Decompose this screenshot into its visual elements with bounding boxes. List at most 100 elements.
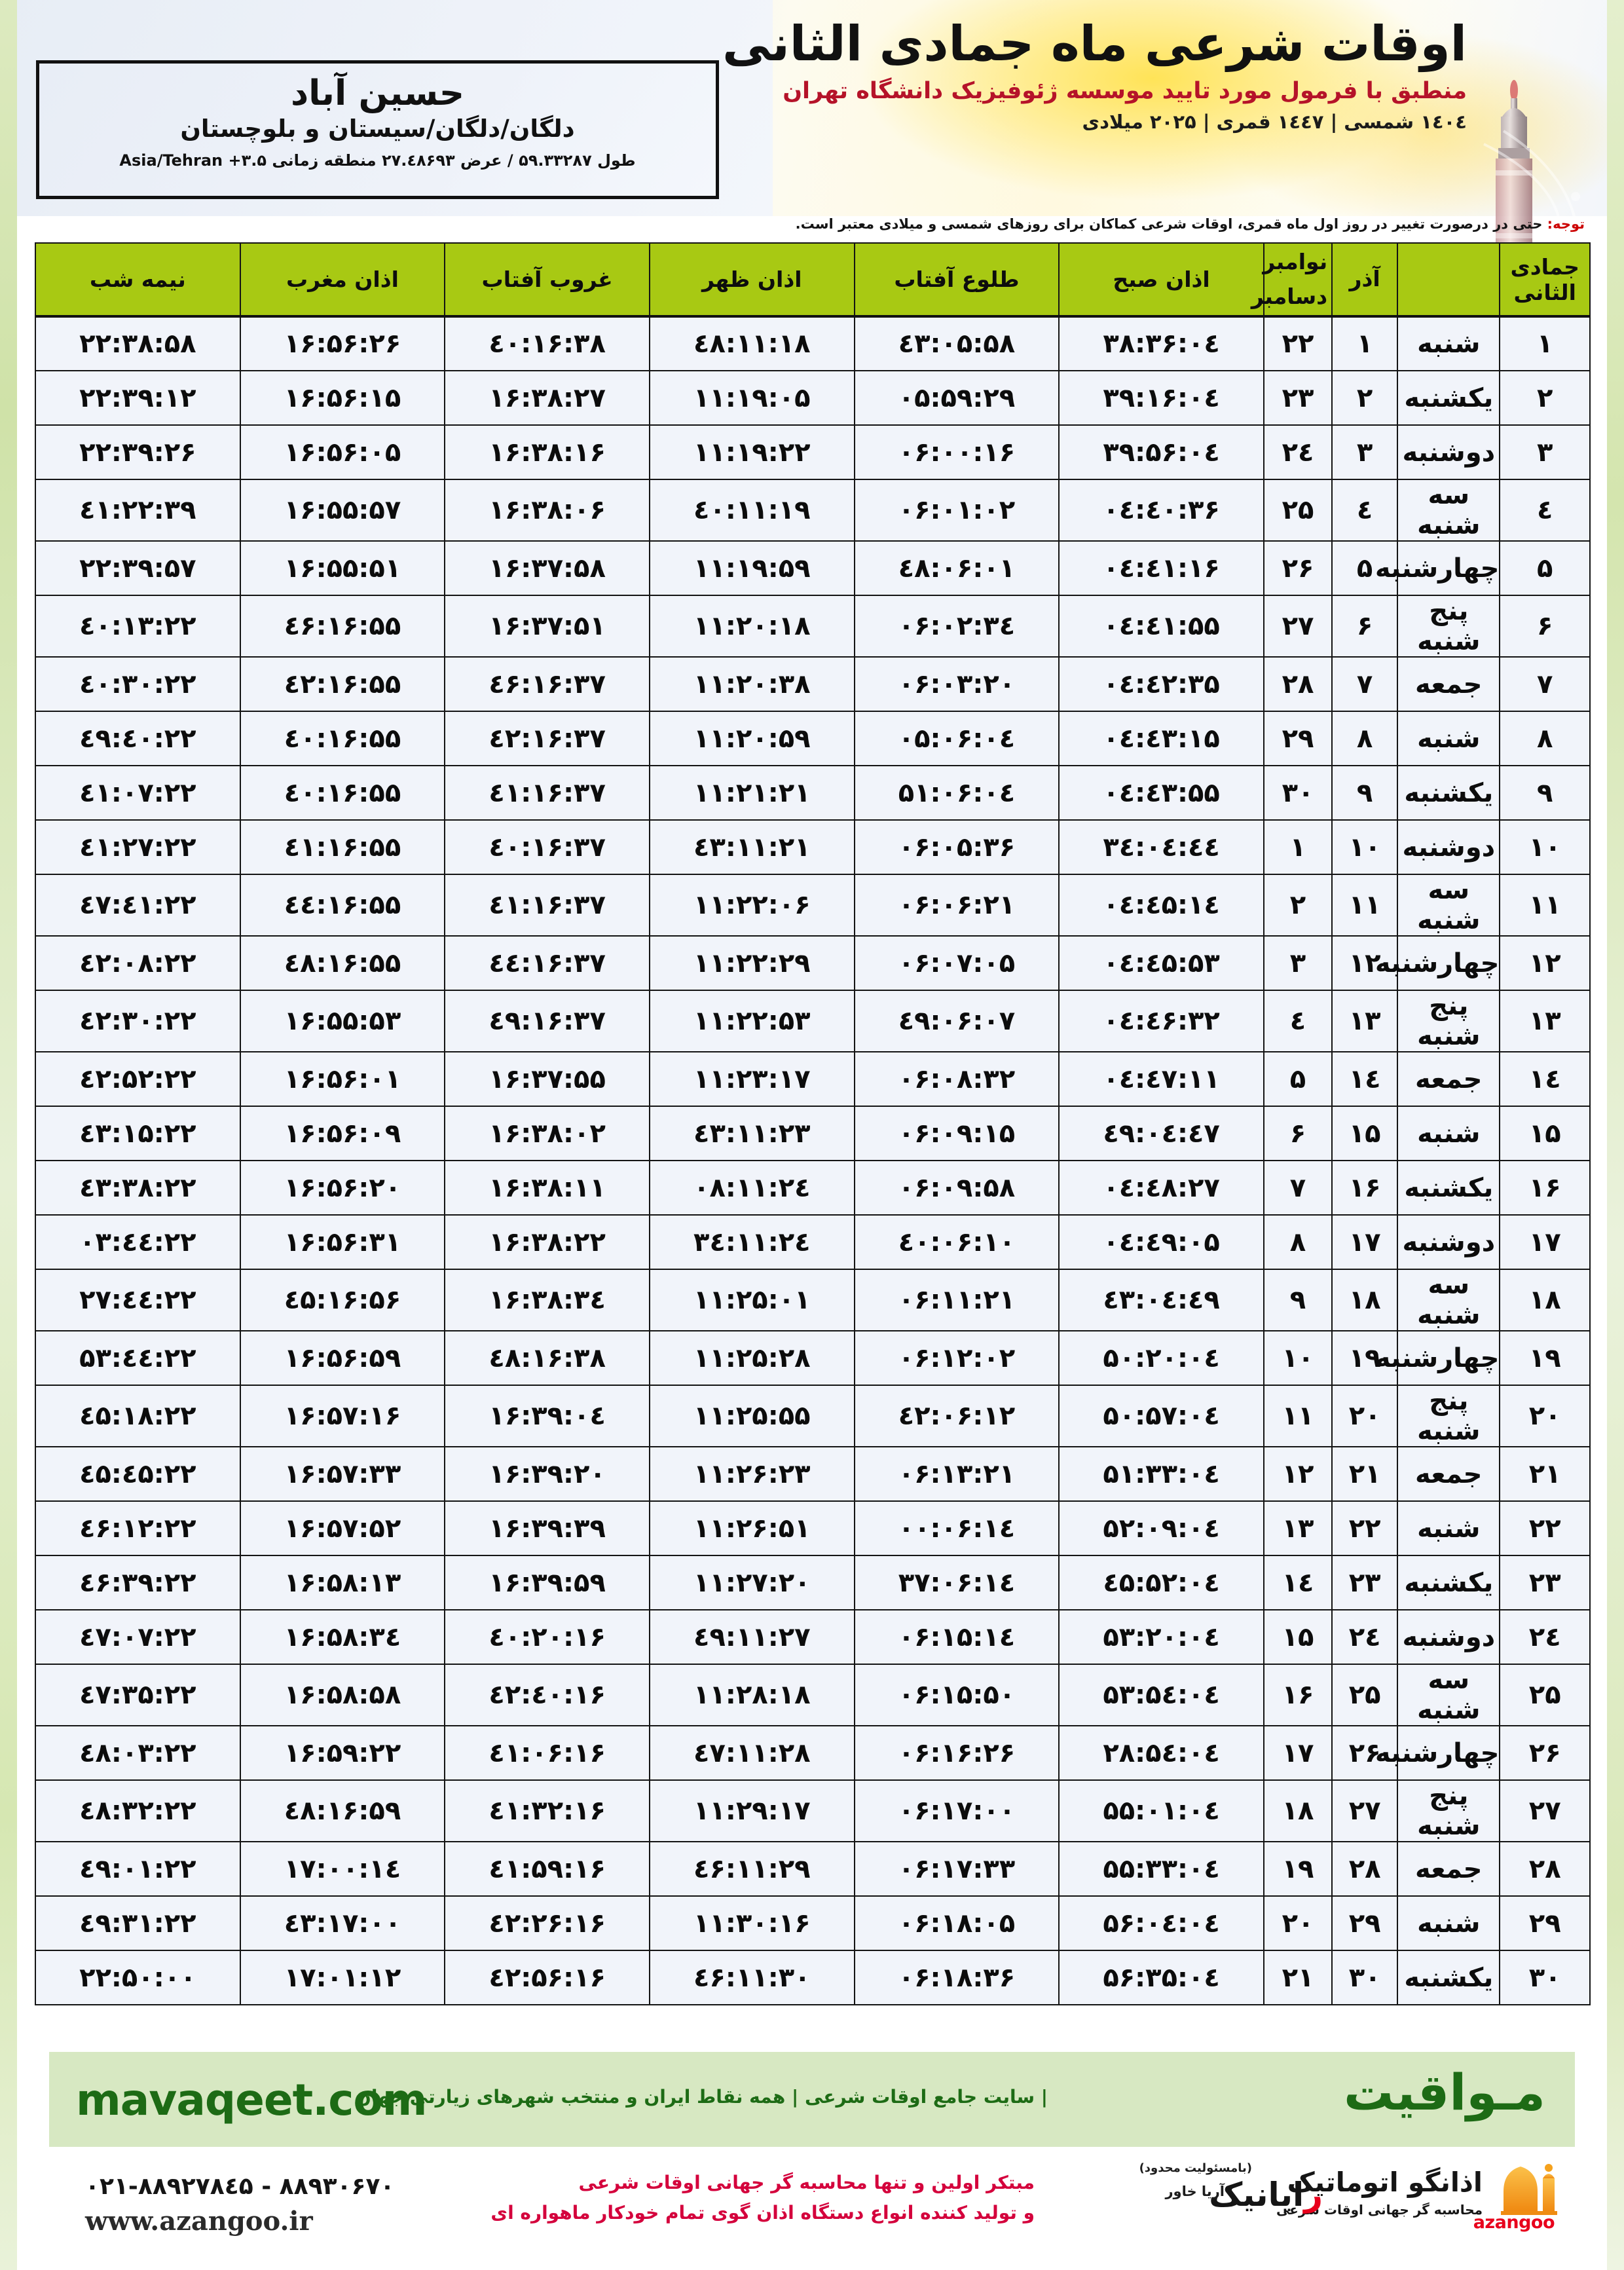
cell-dhuhr: ۱۱:۲٤:۰۸ <box>648 1160 855 1216</box>
page-subtitle: منطبق با فرمول مورد تایید موسسه ژئوفیزیک… <box>783 77 1467 104</box>
cell-fajr: ۰٤:۵۳:۵٤ <box>1058 1664 1264 1726</box>
cell-fajr: ۰٤:۵٤:۲۸ <box>1058 1725 1264 1781</box>
cell-fajr: ۰٤:٤٤:۳٤ <box>1058 819 1264 875</box>
azangoo-logo-latin: azangoo <box>1473 2212 1555 2233</box>
cell-dhuhr: ۱۱:۲۲:۰۶ <box>648 874 855 937</box>
cell-azar-day: ۱۹ <box>1331 1330 1399 1386</box>
cell-midnight: ۲۲:٤۵:٤۵ <box>35 1446 241 1502</box>
cell-maghrib: ۱۷:۰۰:٤۳ <box>239 1895 446 1951</box>
cell-weekday: یکشنبه <box>1397 370 1501 426</box>
cell-maghrib: ۱۶:۵۵:۵۷ <box>239 479 446 542</box>
cell-qamari-day: ۲٤ <box>1499 1609 1591 1665</box>
col-header-gregorian: نوامبر دسامبر <box>1251 242 1333 318</box>
cell-maghrib: ۱۷:۰۰:۱٤ <box>239 1841 446 1897</box>
cell-maghrib: ۱۶:۵۵:۵۱ <box>239 540 446 596</box>
cell-azar-day: ۱٤ <box>1331 1051 1399 1107</box>
cell-midnight: ۲۲:٤۵:۱۸ <box>35 1385 241 1447</box>
cell-qamari-day: ۱۲ <box>1499 935 1591 991</box>
cell-fajr: ۰٤:۳۹:۱۶ <box>1058 370 1264 426</box>
cell-qamari-day: ۳ <box>1499 424 1591 480</box>
cell-dhuhr: ۱۱:۲۲:۲۹ <box>648 935 855 991</box>
cell-fajr: ۰٤:٤۳:۱۵ <box>1058 711 1264 766</box>
cell-sunrise: ۰۶:۱۲:٤۲ <box>853 1385 1060 1447</box>
table-row: ۱ شنبه ۱ ۲۲ ۰٤:۳۸:۳۶ ۰۵:۵۸:٤۳ ۱۱:۱۸:٤۸ ۱۶:۳۸:٤۰… <box>35 316 1591 371</box>
cell-midnight: ۲۲:٤۶:۳۹ <box>35 1555 241 1610</box>
cell-gregorian-day: ۱۹ <box>1263 1841 1333 1897</box>
cell-fajr: ۰٤:٤۵:۵۳ <box>1058 935 1264 991</box>
cell-qamari-day: ٤ <box>1499 479 1591 542</box>
contact-website[interactable]: www.azangoo.ir <box>85 2206 313 2237</box>
rayanik-logo-rest: ایانیک <box>1209 2176 1304 2214</box>
cell-dhuhr: ۱۱:۲٤:۳٤ <box>648 1214 855 1270</box>
cell-weekday: دوشنبه <box>1397 1214 1501 1270</box>
cell-sunrise: ۰۶:۰۹:۵۸ <box>853 1160 1060 1216</box>
cell-sunset: ۱۶:۳۸:۰۶ <box>444 479 650 542</box>
cell-gregorian-day: ۲۲ <box>1263 316 1333 371</box>
cell-gregorian-day: ۱ <box>1263 819 1333 875</box>
cell-sunrise: ۰۶:۱۶:۲۶ <box>853 1725 1060 1781</box>
cell-sunset: ۱۶:۳۷:٤۶ <box>444 656 650 712</box>
cell-qamari-day: ۱٤ <box>1499 1051 1591 1107</box>
table-row: ۲٤ دوشنبه ۲٤ ۱۵ ۰٤:۵۳:۲۰ ۰۶:۱۵:۱٤ ۱۱:۲۷:٤۹ ۱۶:٤… <box>35 1609 1591 1665</box>
cell-azar-day: ۲۷ <box>1331 1779 1399 1842</box>
cell-sunset: ۱۶:۳۹:۳۹ <box>444 1500 650 1556</box>
cell-weekday: سه شنبه <box>1397 1664 1501 1726</box>
cell-sunset: ۱۶:۳۷:۵۱ <box>444 595 650 658</box>
cell-maghrib: ۱۶:۵۶:۲۰ <box>239 1160 446 1216</box>
cell-weekday: پنج شنبه <box>1397 990 1501 1052</box>
cell-midnight: ۲۲:٤۰:۱۳ <box>35 595 241 658</box>
cell-maghrib: ۱۶:۵۸:۵۸ <box>239 1664 446 1726</box>
prayer-times-table-wrap: جمادی الثانی آذر نوامبر دسامبر اذان صبح … <box>35 242 1591 2005</box>
cell-midnight: ۲۲:٤۰:٤۹ <box>35 711 241 766</box>
cell-qamari-day: ۲۵ <box>1499 1664 1591 1726</box>
cell-fajr: ۰٤:۵۳:۲۰ <box>1058 1609 1264 1665</box>
cell-midnight: ۲۲:٤۱:۰۷ <box>35 765 241 821</box>
cell-fajr: ۰٤:٤۳:۵۵ <box>1058 765 1264 821</box>
cell-maghrib: ۱۶:۵۹:٤۸ <box>239 1779 446 1842</box>
cell-fajr: ۰٤:٤۰:۳۶ <box>1058 479 1264 542</box>
cell-sunrise: ۰۶:۱۷:۳۳ <box>853 1841 1060 1897</box>
cell-qamari-day: ۱۸ <box>1499 1269 1591 1331</box>
cell-maghrib: ۱۶:۵۵:٤٤ <box>239 874 446 937</box>
cell-dhuhr: ۱۱:۲۰:۱۸ <box>648 595 855 658</box>
cell-qamari-day: ۱۶ <box>1499 1160 1591 1216</box>
calendar-years: ۱٤۰٤ شمسی | ۱٤٤۷ قمری | ۲۰۲۵ میلادی <box>1082 111 1467 134</box>
cell-azar-day: ۵ <box>1331 540 1399 596</box>
cell-gregorian-day: ۱٤ <box>1263 1555 1333 1610</box>
cell-weekday: جمعه <box>1397 1446 1501 1502</box>
cell-dhuhr: ۱۱:۲۱:٤۳ <box>648 819 855 875</box>
rayanik-logo-initial: ر <box>1304 2176 1323 2214</box>
cell-weekday: سه شنبه <box>1397 479 1501 542</box>
cell-azar-day: ۱۱ <box>1331 874 1399 937</box>
cell-dhuhr: ۱۱:۱۸:٤۸ <box>648 316 855 371</box>
cell-sunrise: ۰۶:۱۲:۰۲ <box>853 1330 1060 1386</box>
cell-azar-day: ۳۰ <box>1331 1950 1399 2005</box>
cell-maghrib: ۱۶:۵۵:٤۲ <box>239 656 446 712</box>
footer-brand-latin[interactable]: mavaqeet.com <box>76 2075 427 2125</box>
cell-dhuhr: ۱۱:۱۹:۲۲ <box>648 424 855 480</box>
cell-sunset: ۱۶:۳۸:٤۰ <box>444 316 650 371</box>
cell-gregorian-day: ۱۳ <box>1263 1500 1333 1556</box>
cell-maghrib: ۱۶:۵۵:٤۶ <box>239 595 446 658</box>
cell-midnight: ۲۲:٤۱:٤۷ <box>35 874 241 937</box>
cell-maghrib: ۱۶:۵۷:۵۲ <box>239 1500 446 1556</box>
cell-azar-day: ۷ <box>1331 656 1399 712</box>
cell-azar-day: ۲ <box>1331 370 1399 426</box>
table-row: ۲ یکشنبه ۲ ۲۳ ۰٤:۳۹:۱۶ ۰۵:۵۹:۲۹ ۱۱:۱۹:۰۵ ۱۶:۳۸:… <box>35 370 1591 426</box>
cell-dhuhr: ۱۱:۲۶:۵۱ <box>648 1500 855 1556</box>
col-header-gregorian-top: نوامبر <box>1263 248 1328 274</box>
prayer-times-body: ۱ شنبه ۱ ۲۲ ۰٤:۳۸:۳۶ ۰۵:۵۸:٤۳ ۱۱:۱۸:٤۸ ۱۶:۳۸:٤۰… <box>35 316 1591 2005</box>
cell-azar-day: ۲۰ <box>1331 1385 1399 1447</box>
cell-azar-day: ۳ <box>1331 424 1399 480</box>
cell-sunset: ۱۶:۳۸:۰۲ <box>444 1106 650 1161</box>
cell-gregorian-day: ۱۲ <box>1263 1446 1333 1502</box>
table-row: ۲۲ شنبه ۲۲ ۱۳ ۰٤:۵۲:۰۹ ۰۶:۱٤:۰۰ ۱۱:۲۶:۵۱ ۱۶:۳۹:… <box>35 1500 1591 1556</box>
cell-maghrib: ۱۶:۵۶:۰۱ <box>239 1051 446 1107</box>
cell-gregorian-day: ۲۷ <box>1263 595 1333 658</box>
cell-dhuhr: ۱۱:۱۹:٤۰ <box>648 479 855 542</box>
cell-sunset: ۱۶:۳۸:۱۱ <box>444 1160 650 1216</box>
cell-midnight: ۲۲:۳۹:۵۷ <box>35 540 241 596</box>
cell-fajr: ۰٤:٤۱:۱۶ <box>1058 540 1264 596</box>
cell-fajr: ۰٤:۵۰:۲۰ <box>1058 1330 1264 1386</box>
col-header-dhuhr: اذان ظهر <box>648 242 855 318</box>
